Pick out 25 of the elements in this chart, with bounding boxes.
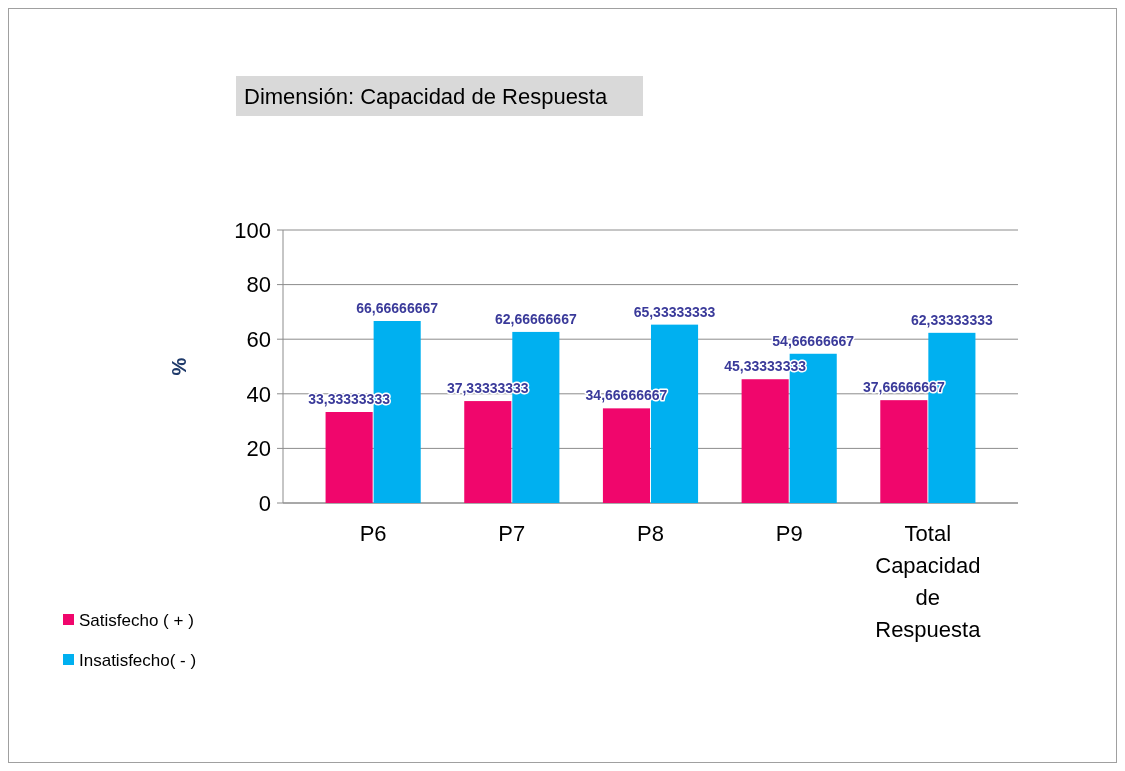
y-tick-label: 60 <box>246 326 271 352</box>
data-label: 62,66666667 <box>494 310 577 327</box>
y-tick-label: 0 <box>258 490 271 516</box>
x-tick-label: P7 <box>498 521 526 546</box>
bar <box>325 412 373 503</box>
bar <box>880 400 928 503</box>
y-tick-label: 20 <box>246 436 271 462</box>
y-tick-label: 100 <box>234 217 271 243</box>
y-tick-label: 40 <box>246 381 271 407</box>
data-label: 54,66666667 <box>772 332 855 349</box>
legend-label: Satisfecho ( + ) <box>79 610 194 630</box>
bar <box>602 408 651 503</box>
x-tick-label: P9 <box>775 521 803 546</box>
x-tick-label: P8 <box>637 521 664 546</box>
chart-title: Dimensión: Capacidad de Respuesta <box>244 84 608 109</box>
legend-label: Insatisfecho( - ) <box>79 650 197 670</box>
x-tick-label: Total Capacidad de Respuesta <box>875 521 982 642</box>
data-label: 66,66666667 <box>356 300 439 316</box>
data-label: 65,33333333 <box>633 303 716 320</box>
y-axis-title: % <box>168 357 190 376</box>
y-tick-label: 80 <box>246 272 271 298</box>
bar <box>464 401 512 503</box>
bar <box>741 379 789 503</box>
x-tick-label: P6 <box>359 521 387 546</box>
data-label: 62,33333333 <box>911 311 993 328</box>
